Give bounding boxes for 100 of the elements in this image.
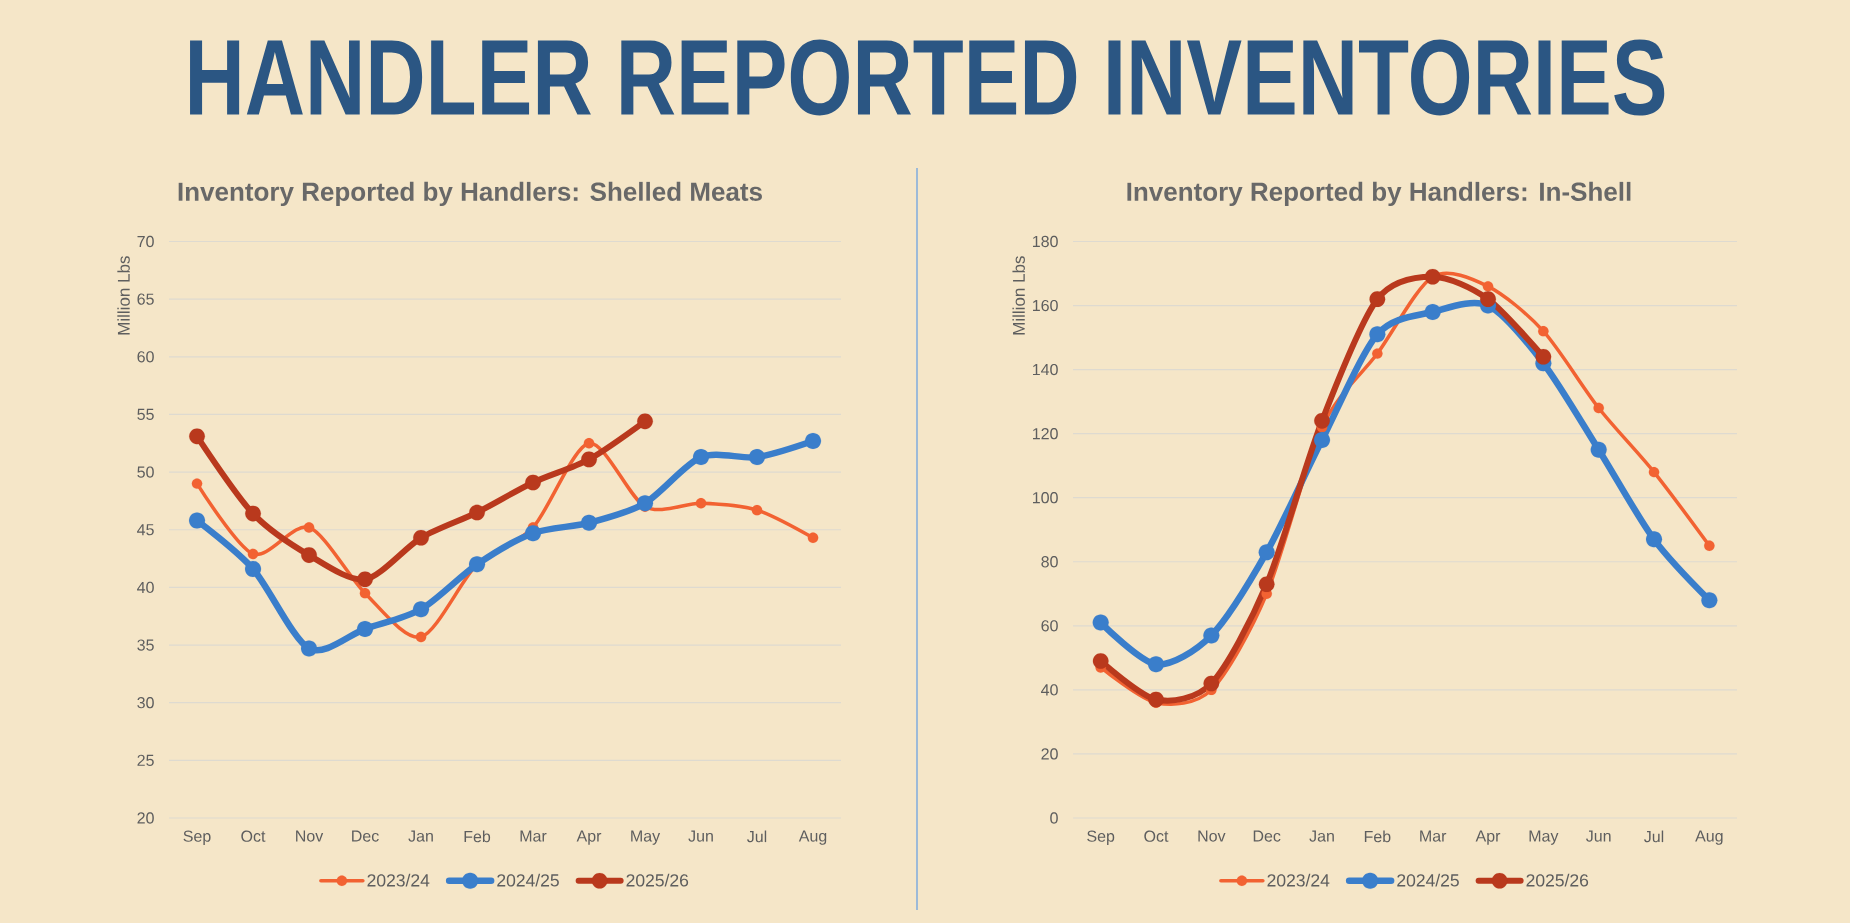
point [1314, 412, 1330, 429]
point [1593, 402, 1604, 414]
y-tick-label: 65 [137, 293, 154, 305]
y-tick-label: 60 [137, 351, 154, 363]
point [245, 505, 261, 522]
point [807, 532, 819, 544]
legend-label: 2025/26 [626, 873, 689, 887]
y-tick-label: 0 [1050, 812, 1058, 824]
point [1645, 531, 1663, 548]
y-tick-label: 80 [1041, 556, 1058, 568]
point [244, 560, 262, 577]
point [1369, 326, 1386, 343]
y-tick-label: 140 [1033, 363, 1058, 376]
x-tick-label: Jul [747, 830, 767, 843]
y-tick-label: 30 [137, 697, 154, 709]
x-tick-label: Dec [1253, 830, 1281, 842]
y-tick-label: 100 [1033, 492, 1058, 504]
x-tick-label: Apr [576, 830, 602, 845]
x-tick-label: Jan [408, 830, 433, 842]
legend-label: 2023/24 [1267, 873, 1330, 887]
point [636, 495, 654, 512]
x-tick-label: Aug [1695, 830, 1723, 845]
point [748, 449, 766, 466]
x-tick-label: Nov [1198, 830, 1226, 842]
y-tick-label: 160 [1033, 299, 1058, 312]
point [804, 432, 822, 450]
x-tick-label: Jun [1586, 830, 1611, 842]
y-tick-label: 40 [137, 581, 154, 594]
point [692, 449, 710, 466]
legend-label: 2025/26 [1526, 873, 1589, 887]
point [1704, 540, 1715, 552]
x-tick-label: Jan [1309, 830, 1334, 842]
x-tick-label: Oct [1144, 830, 1169, 842]
point [751, 504, 763, 516]
x-tick-label: Oct [241, 830, 266, 842]
point [469, 504, 485, 521]
x-tick-label: Jun [688, 830, 713, 842]
point [300, 640, 318, 657]
point [1480, 291, 1496, 307]
x-tick-label: Mar [1420, 830, 1447, 842]
point [247, 548, 259, 560]
point [301, 547, 317, 563]
y-tick-label: 50 [137, 466, 154, 478]
chart-title: Inventory Reported by Handlers: In-Shell [1127, 181, 1631, 207]
point [413, 529, 429, 546]
x-tick-label: Nov [296, 830, 324, 842]
x-tick-label: Sep [1087, 830, 1115, 846]
point [1590, 441, 1607, 458]
x-tick-label: Feb [464, 830, 491, 843]
point [188, 512, 206, 529]
point [637, 413, 653, 430]
point [303, 522, 315, 533]
point [1424, 303, 1441, 321]
legend-label: 2023/24 [367, 873, 430, 887]
point [1203, 675, 1220, 692]
y-tick-label: 20 [1041, 748, 1058, 760]
y-tick-label: 25 [137, 754, 154, 766]
point [356, 620, 374, 637]
x-tick-label: May [1529, 830, 1559, 845]
y-axis-title: Million Lbs [117, 256, 130, 335]
x-tick-label: Dec [352, 830, 379, 842]
point [1148, 691, 1164, 708]
x-tick-label: Feb [1364, 830, 1391, 843]
y-tick-label: 60 [1041, 620, 1058, 632]
point [1535, 348, 1552, 365]
point [1092, 653, 1109, 669]
chart-title: Inventory Reported by Handlers: Shelled Meats [178, 181, 762, 207]
point [1538, 325, 1549, 337]
y-tick-label: 45 [137, 524, 154, 536]
point [1258, 544, 1275, 561]
point [191, 478, 203, 489]
x-tick-label: Mar [520, 830, 547, 842]
point [524, 525, 542, 542]
point [580, 514, 598, 531]
y-tick-label: 70 [137, 235, 154, 248]
legend-label: 2024/25 [1397, 873, 1459, 887]
point [357, 571, 373, 588]
point [1258, 576, 1275, 593]
point [1147, 656, 1165, 673]
x-tick-label: Aug [798, 830, 827, 845]
point [695, 497, 707, 509]
point [1648, 466, 1660, 478]
y-axis-title: Million Lbs [1012, 256, 1025, 335]
legend-label: 2024/25 [497, 873, 559, 887]
point [1092, 614, 1109, 631]
x-tick-label: Sep [183, 830, 211, 846]
point [1313, 432, 1331, 449]
y-tick-label: 35 [137, 639, 154, 651]
point [359, 587, 371, 599]
point [189, 428, 205, 445]
point [1372, 348, 1383, 359]
y-tick-label: 180 [1033, 235, 1058, 248]
point [412, 601, 430, 618]
point [1482, 281, 1494, 292]
point [1369, 291, 1386, 307]
x-tick-label: Jul [1644, 830, 1664, 843]
point [415, 631, 427, 643]
text: HANDLER REPORTED INVENTORIES [190, 39, 1665, 116]
y-tick-label: 40 [1041, 684, 1058, 696]
point [525, 474, 541, 491]
